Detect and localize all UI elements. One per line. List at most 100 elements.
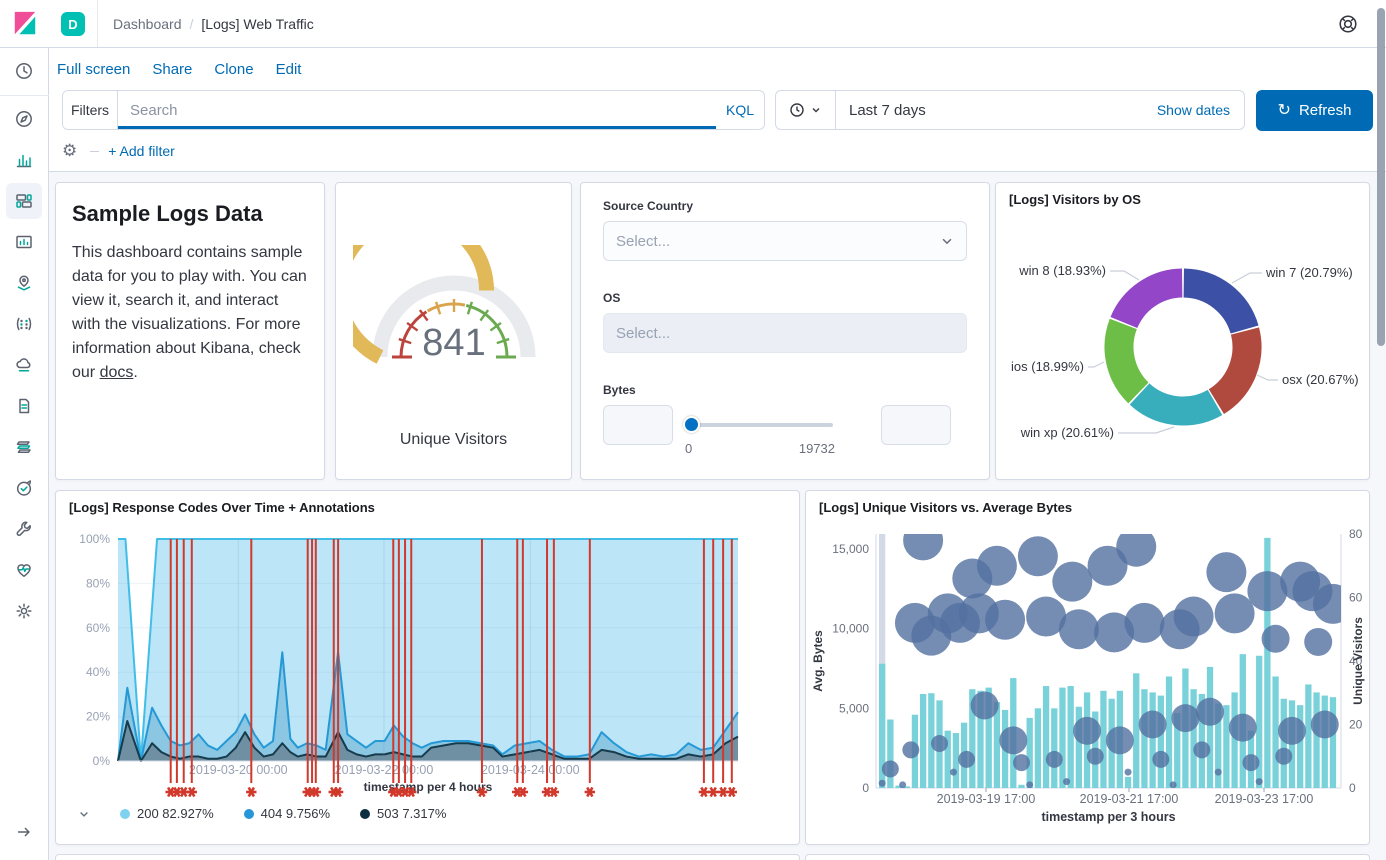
legend-item-200[interactable]: 200 82.927% xyxy=(120,806,214,821)
add-filter-link[interactable]: + Add filter xyxy=(108,143,175,159)
bytes-max-input[interactable] xyxy=(881,405,951,445)
unique-visitors-bubble[interactable] xyxy=(1139,711,1167,739)
sidebar-item-uptime[interactable] xyxy=(6,470,42,506)
unique-visitors-bubble[interactable] xyxy=(903,520,943,560)
donut-slice-osx[interactable] xyxy=(1216,331,1247,402)
avg-bytes-bar[interactable] xyxy=(1313,692,1319,788)
donut-slice-win-xp[interactable] xyxy=(1140,394,1215,411)
unique-visitors-bubble[interactable] xyxy=(985,600,1025,640)
response-codes-area-chart[interactable]: 100%80%60%40%20%0%2019-03-20 00:002019-0… xyxy=(56,511,799,803)
unique-visitors-bubble[interactable] xyxy=(1311,711,1339,739)
clone-link[interactable]: Clone xyxy=(214,61,253,78)
unique-visitors-bubble[interactable] xyxy=(1196,698,1224,726)
avg-bytes-bar[interactable] xyxy=(1027,718,1033,788)
unique-visitors-bubble[interactable] xyxy=(1073,717,1101,745)
visitors-by-os-donut-chart[interactable]: win 7 (20.79%)osx (20.67%)win xp (20.61%… xyxy=(996,209,1369,477)
unique-visitors-bubble[interactable] xyxy=(1313,584,1353,624)
avg-bytes-bar[interactable] xyxy=(1018,785,1024,788)
donut-slice-win-8[interactable] xyxy=(1124,283,1182,322)
legend-item-503[interactable]: 503 7.317% xyxy=(360,806,446,821)
unique-visitors-bubble[interactable] xyxy=(882,760,899,777)
avg-bytes-bar[interactable] xyxy=(1297,705,1303,788)
avg-bytes-bar[interactable] xyxy=(1043,686,1049,788)
unique-visitors-bubble[interactable] xyxy=(1124,603,1164,643)
avg-bytes-bar[interactable] xyxy=(887,719,893,788)
avg-bytes-bar[interactable] xyxy=(1125,777,1131,788)
unique-visitors-bubble[interactable] xyxy=(999,726,1027,754)
sidebar-item-discover[interactable] xyxy=(6,101,42,137)
unique-visitors-bubble[interactable] xyxy=(1116,527,1156,567)
unique-visitors-bubble[interactable] xyxy=(1275,748,1292,765)
os-select[interactable]: Select... xyxy=(603,313,967,353)
kibana-logo[interactable] xyxy=(0,0,49,47)
avg-bytes-bar[interactable] xyxy=(1068,686,1074,788)
help-icon[interactable] xyxy=(1338,14,1358,34)
breadcrumb-dashboard[interactable]: Dashboard xyxy=(113,16,182,32)
avg-bytes-bar[interactable] xyxy=(1207,667,1213,788)
sidebar-item-dashboard[interactable] xyxy=(6,183,42,219)
sidebar-item-infrastructure[interactable] xyxy=(6,347,42,383)
unique-visitors-bubble[interactable] xyxy=(1106,726,1134,754)
unique-visitors-bubble[interactable] xyxy=(1206,552,1246,592)
unique-visitors-bubble[interactable] xyxy=(1013,754,1030,771)
sidebar-item-machine-learning[interactable] xyxy=(6,306,42,342)
bytes-slider-track[interactable] xyxy=(689,423,833,427)
unique-visitors-bubble[interactable] xyxy=(1193,741,1210,758)
sidebar-item-logs[interactable] xyxy=(6,388,42,424)
sidebar-item-visualize[interactable] xyxy=(6,142,42,178)
avg-bytes-bar[interactable] xyxy=(1190,689,1196,788)
unique-visitors-bubble[interactable] xyxy=(1052,562,1092,602)
unique-visitors-bubble[interactable] xyxy=(1125,769,1132,776)
avg-bytes-bar[interactable] xyxy=(1149,692,1155,788)
unique-visitors-bubble[interactable] xyxy=(1087,748,1104,765)
sidebar-item-management[interactable] xyxy=(6,593,42,629)
kql-button[interactable]: KQL xyxy=(716,91,764,129)
share-link[interactable]: Share xyxy=(152,61,192,78)
avg-bytes-bar[interactable] xyxy=(1166,676,1172,788)
unique-visitors-bubble[interactable] xyxy=(1278,717,1306,745)
search-input[interactable] xyxy=(118,91,716,129)
avg-bytes-bar[interactable] xyxy=(1059,688,1065,788)
show-dates-button[interactable]: Show dates xyxy=(1157,102,1230,118)
unique-visitors-bubble[interactable] xyxy=(899,781,906,788)
filter-settings-gear-icon[interactable]: ⚙ xyxy=(62,141,77,161)
unique-visitors-bubble[interactable] xyxy=(1256,778,1263,785)
avg-bytes-bar[interactable] xyxy=(1035,708,1041,788)
unique-visitors-bubble[interactable] xyxy=(1018,536,1058,576)
unique-visitors-bubble[interactable] xyxy=(1174,597,1214,637)
avg-bytes-bar[interactable] xyxy=(1100,691,1106,788)
avg-bytes-bar[interactable] xyxy=(1141,689,1147,788)
visitors-vs-bytes-chart[interactable]: 15,00010,0005,00008060402002019-03-19 17… xyxy=(806,515,1369,843)
unique-visitors-bubble[interactable] xyxy=(971,691,999,719)
avg-bytes-bar[interactable] xyxy=(1272,676,1278,788)
unique-visitors-bubble[interactable] xyxy=(931,735,948,752)
unique-visitors-bubble[interactable] xyxy=(1170,781,1177,788)
avg-bytes-bar[interactable] xyxy=(1330,697,1336,788)
sidebar-expand-button[interactable] xyxy=(6,814,42,850)
date-quick-select-button[interactable] xyxy=(776,91,836,129)
sidebar-item-stack-monitoring[interactable] xyxy=(6,552,42,588)
unique-visitors-bubble[interactable] xyxy=(1242,754,1259,771)
sidebar-item-apm[interactable] xyxy=(6,429,42,465)
gauge-chart[interactable]: 841 xyxy=(353,245,555,395)
unique-visitors-bubble[interactable] xyxy=(1262,625,1290,653)
page-scrollbar[interactable] xyxy=(1377,8,1385,346)
unique-visitors-bubble[interactable] xyxy=(1152,751,1169,768)
avg-bytes-bar[interactable] xyxy=(1133,673,1139,788)
unique-visitors-bubble[interactable] xyxy=(902,741,919,758)
docs-link[interactable]: docs xyxy=(100,364,134,381)
edit-link[interactable]: Edit xyxy=(276,61,302,78)
filters-button[interactable]: Filters xyxy=(63,91,118,129)
refresh-button[interactable]: ↻ Refresh xyxy=(1256,90,1373,131)
sidebar-item-dev-tools[interactable] xyxy=(6,511,42,547)
avg-bytes-bar[interactable] xyxy=(1051,708,1057,788)
donut-slice-win-7[interactable] xyxy=(1184,283,1245,330)
unique-visitors-bubble[interactable] xyxy=(1215,769,1222,776)
unique-visitors-bubble[interactable] xyxy=(1063,778,1070,785)
avg-bytes-bar[interactable] xyxy=(920,694,926,788)
donut-slice-ios[interactable] xyxy=(1119,324,1138,393)
source-country-select[interactable]: Select... xyxy=(603,221,967,261)
space-badge[interactable]: D xyxy=(61,12,85,36)
bytes-slider-handle[interactable] xyxy=(683,416,700,433)
unique-visitors-bubble[interactable] xyxy=(977,546,1017,586)
